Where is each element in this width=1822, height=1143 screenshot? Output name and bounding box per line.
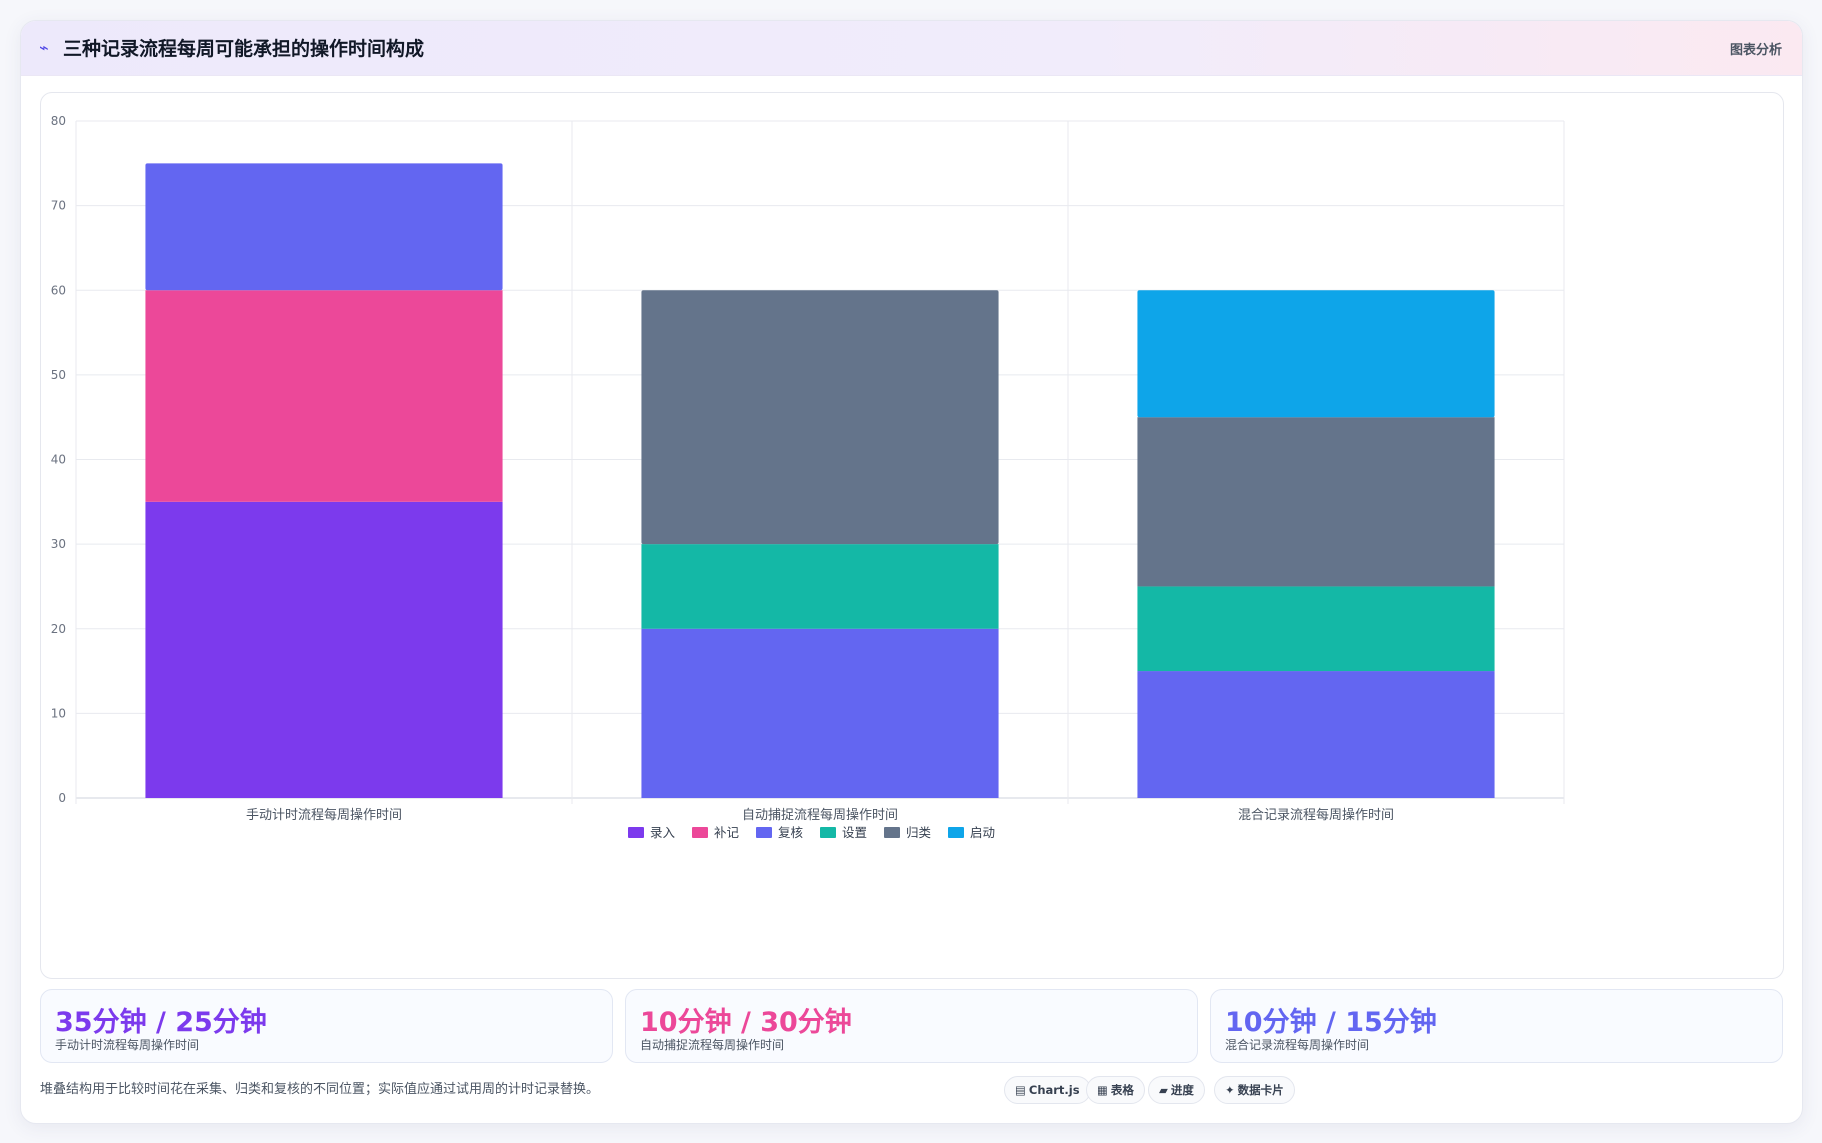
chip-table[interactable]: ▦ 表格	[1086, 1076, 1145, 1104]
bar-segment-归类	[641, 290, 999, 545]
stat-value: 35分钟 / 25分钟	[55, 1007, 267, 1038]
legend-label: 补记	[714, 825, 740, 840]
legend-label: 启动	[970, 825, 995, 840]
stacked-bar-chart: 0 10 20 30 40 50 60 70 80 手动计时流程每周操作时间 自动捕捉流程每周操作时…	[51, 114, 1565, 840]
legend-label: 设置	[842, 825, 867, 840]
y-tick-label: 70	[51, 199, 66, 213]
bar-segment-补记	[145, 290, 503, 502]
y-tick-label: 60	[51, 283, 66, 297]
bar-segment-启动	[1137, 290, 1495, 418]
stat-label: 自动捕捉流程每周操作时间	[640, 1038, 785, 1052]
chart-card: ⌁ 三种记录流程每周可能承担的操作时间构成 图表分析 0 10 20 30 40 50 60…	[20, 20, 1803, 1124]
chip-chartjs[interactable]: ▤ Chart.js	[1004, 1076, 1091, 1104]
chip-label: 进度	[1170, 1083, 1194, 1097]
y-tick-label: 50	[51, 368, 66, 382]
stat-label: 混合记录流程每周操作时间	[1225, 1038, 1370, 1052]
y-tick-label: 0	[58, 791, 66, 805]
y-tick-label: 30	[51, 537, 66, 551]
legend-swatch	[884, 827, 900, 838]
bar-segment-复核	[1137, 671, 1495, 798]
legend-label: 复核	[778, 825, 804, 840]
bar-segment-复核	[641, 628, 999, 798]
legend-label: 录入	[650, 825, 676, 840]
card-header: ⌁ 三种记录流程每周可能承担的操作时间构成 图表分析	[21, 21, 1802, 76]
legend-swatch	[820, 827, 836, 838]
data-card-icon: ✦	[1225, 1083, 1235, 1097]
bar-segment-设置	[641, 544, 999, 629]
bar-segment-复核	[145, 163, 503, 291]
bar-segment-录入	[145, 501, 503, 798]
y-tick-label: 20	[51, 622, 66, 636]
stat-cards: 35分钟 / 25分钟 手动计时流程每周操作时间 10分钟 / 30分钟 自动捕…	[40, 989, 1783, 1063]
footnote: 堆叠结构用于比较时间花在采集、归类和复核的不同位置；实际值应通过试用周的计时记录…	[40, 1082, 600, 1097]
chip-label: Chart.js	[1028, 1083, 1080, 1097]
stat-card-hybrid: 10分钟 / 15分钟 混合记录流程每周操作时间	[1210, 989, 1783, 1063]
legend-swatch	[628, 827, 644, 838]
bar-segment-归类	[1137, 417, 1495, 587]
chip-label: 数据卡片	[1237, 1083, 1284, 1097]
chart-icon: ▤	[1015, 1083, 1026, 1097]
bar-segment-设置	[1137, 586, 1495, 672]
legend-swatch	[948, 827, 964, 838]
table-icon: ▦	[1097, 1083, 1108, 1097]
chip-label: 表格	[1110, 1083, 1134, 1097]
chip-data-card[interactable]: ✦ 数据卡片	[1214, 1076, 1295, 1104]
x-category-label: 混合记录流程每周操作时间	[1238, 807, 1394, 823]
stat-card-auto: 10分钟 / 30分钟 自动捕捉流程每周操作时间	[625, 989, 1198, 1063]
legend-swatch	[756, 827, 772, 838]
stat-card-manual: 35分钟 / 25分钟 手动计时流程每周操作时间	[40, 989, 613, 1063]
y-tick-label: 40	[51, 453, 66, 467]
chart-plot-area: 0 10 20 30 40 50 60 70 80 手动计时流程每周操作时间 自动捕捉流程每周操作时…	[40, 92, 1784, 979]
legend-label: 归类	[906, 825, 932, 840]
line-chart-icon: ⌁	[39, 38, 49, 57]
x-category-label: 手动计时流程每周操作时间	[246, 807, 402, 823]
chart-title: 三种记录流程每周可能承担的操作时间构成	[63, 38, 425, 60]
legend-swatch	[692, 827, 708, 838]
chart-analysis-button[interactable]: 图表分析	[1729, 43, 1782, 58]
y-tick-label: 10	[51, 706, 66, 720]
stat-value: 10分钟 / 30分钟	[640, 1007, 852, 1038]
stat-label: 手动计时流程每周操作时间	[55, 1038, 200, 1052]
chip-progress[interactable]: ▰ 进度	[1148, 1076, 1205, 1104]
x-category-label: 自动捕捉流程每周操作时间	[742, 807, 898, 823]
y-tick-label: 80	[51, 114, 66, 128]
stat-value: 10分钟 / 15分钟	[1225, 1007, 1437, 1038]
progress-icon: ▰	[1159, 1083, 1168, 1097]
